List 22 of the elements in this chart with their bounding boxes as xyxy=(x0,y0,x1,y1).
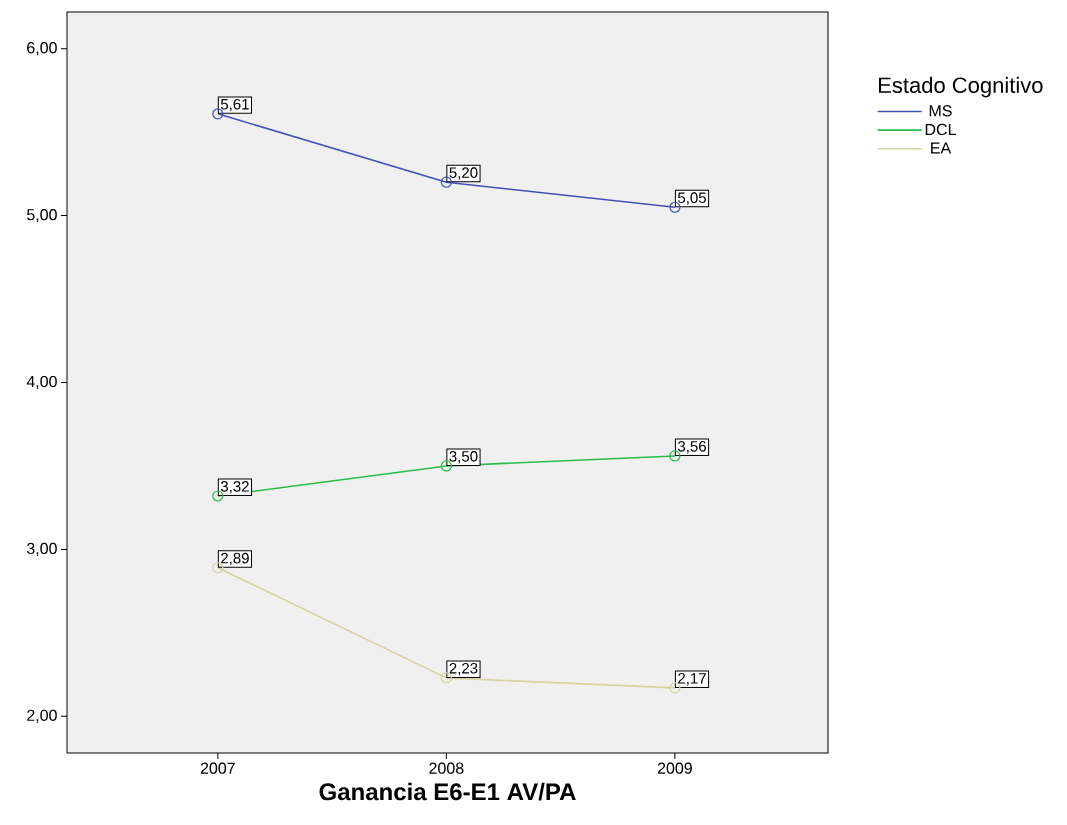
data-label: 2,89 xyxy=(221,552,249,566)
data-label: 3,56 xyxy=(677,441,706,454)
x-tick-label: 2009 xyxy=(657,762,692,774)
y-tick-label: 4,00 xyxy=(26,375,57,390)
x-tick-label: 2008 xyxy=(429,762,464,774)
data-label: 5,05 xyxy=(678,192,706,205)
y-tick-label: 2,00 xyxy=(27,709,57,723)
legend-label: DCL xyxy=(925,123,956,136)
y-tick-label: 5,00 xyxy=(26,209,57,223)
x-axis-title: Ganancia E6-E1 AV/PA xyxy=(319,782,576,801)
data-label: 2,17 xyxy=(678,673,706,686)
data-label: 5,61 xyxy=(220,98,249,112)
legend-label: MS xyxy=(929,105,952,117)
y-tick-label: 6,00 xyxy=(27,42,57,56)
legend-title: Estado Cognitivo xyxy=(879,76,1043,98)
legend-label: EA xyxy=(931,142,952,154)
y-tick-label: 3,00 xyxy=(26,542,57,556)
x-tick-label: 2007 xyxy=(200,762,235,774)
data-label: 3,50 xyxy=(449,451,478,464)
data-label: 5,20 xyxy=(449,167,478,180)
data-label: 2,23 xyxy=(449,663,478,676)
data-label: 3,32 xyxy=(220,481,249,494)
